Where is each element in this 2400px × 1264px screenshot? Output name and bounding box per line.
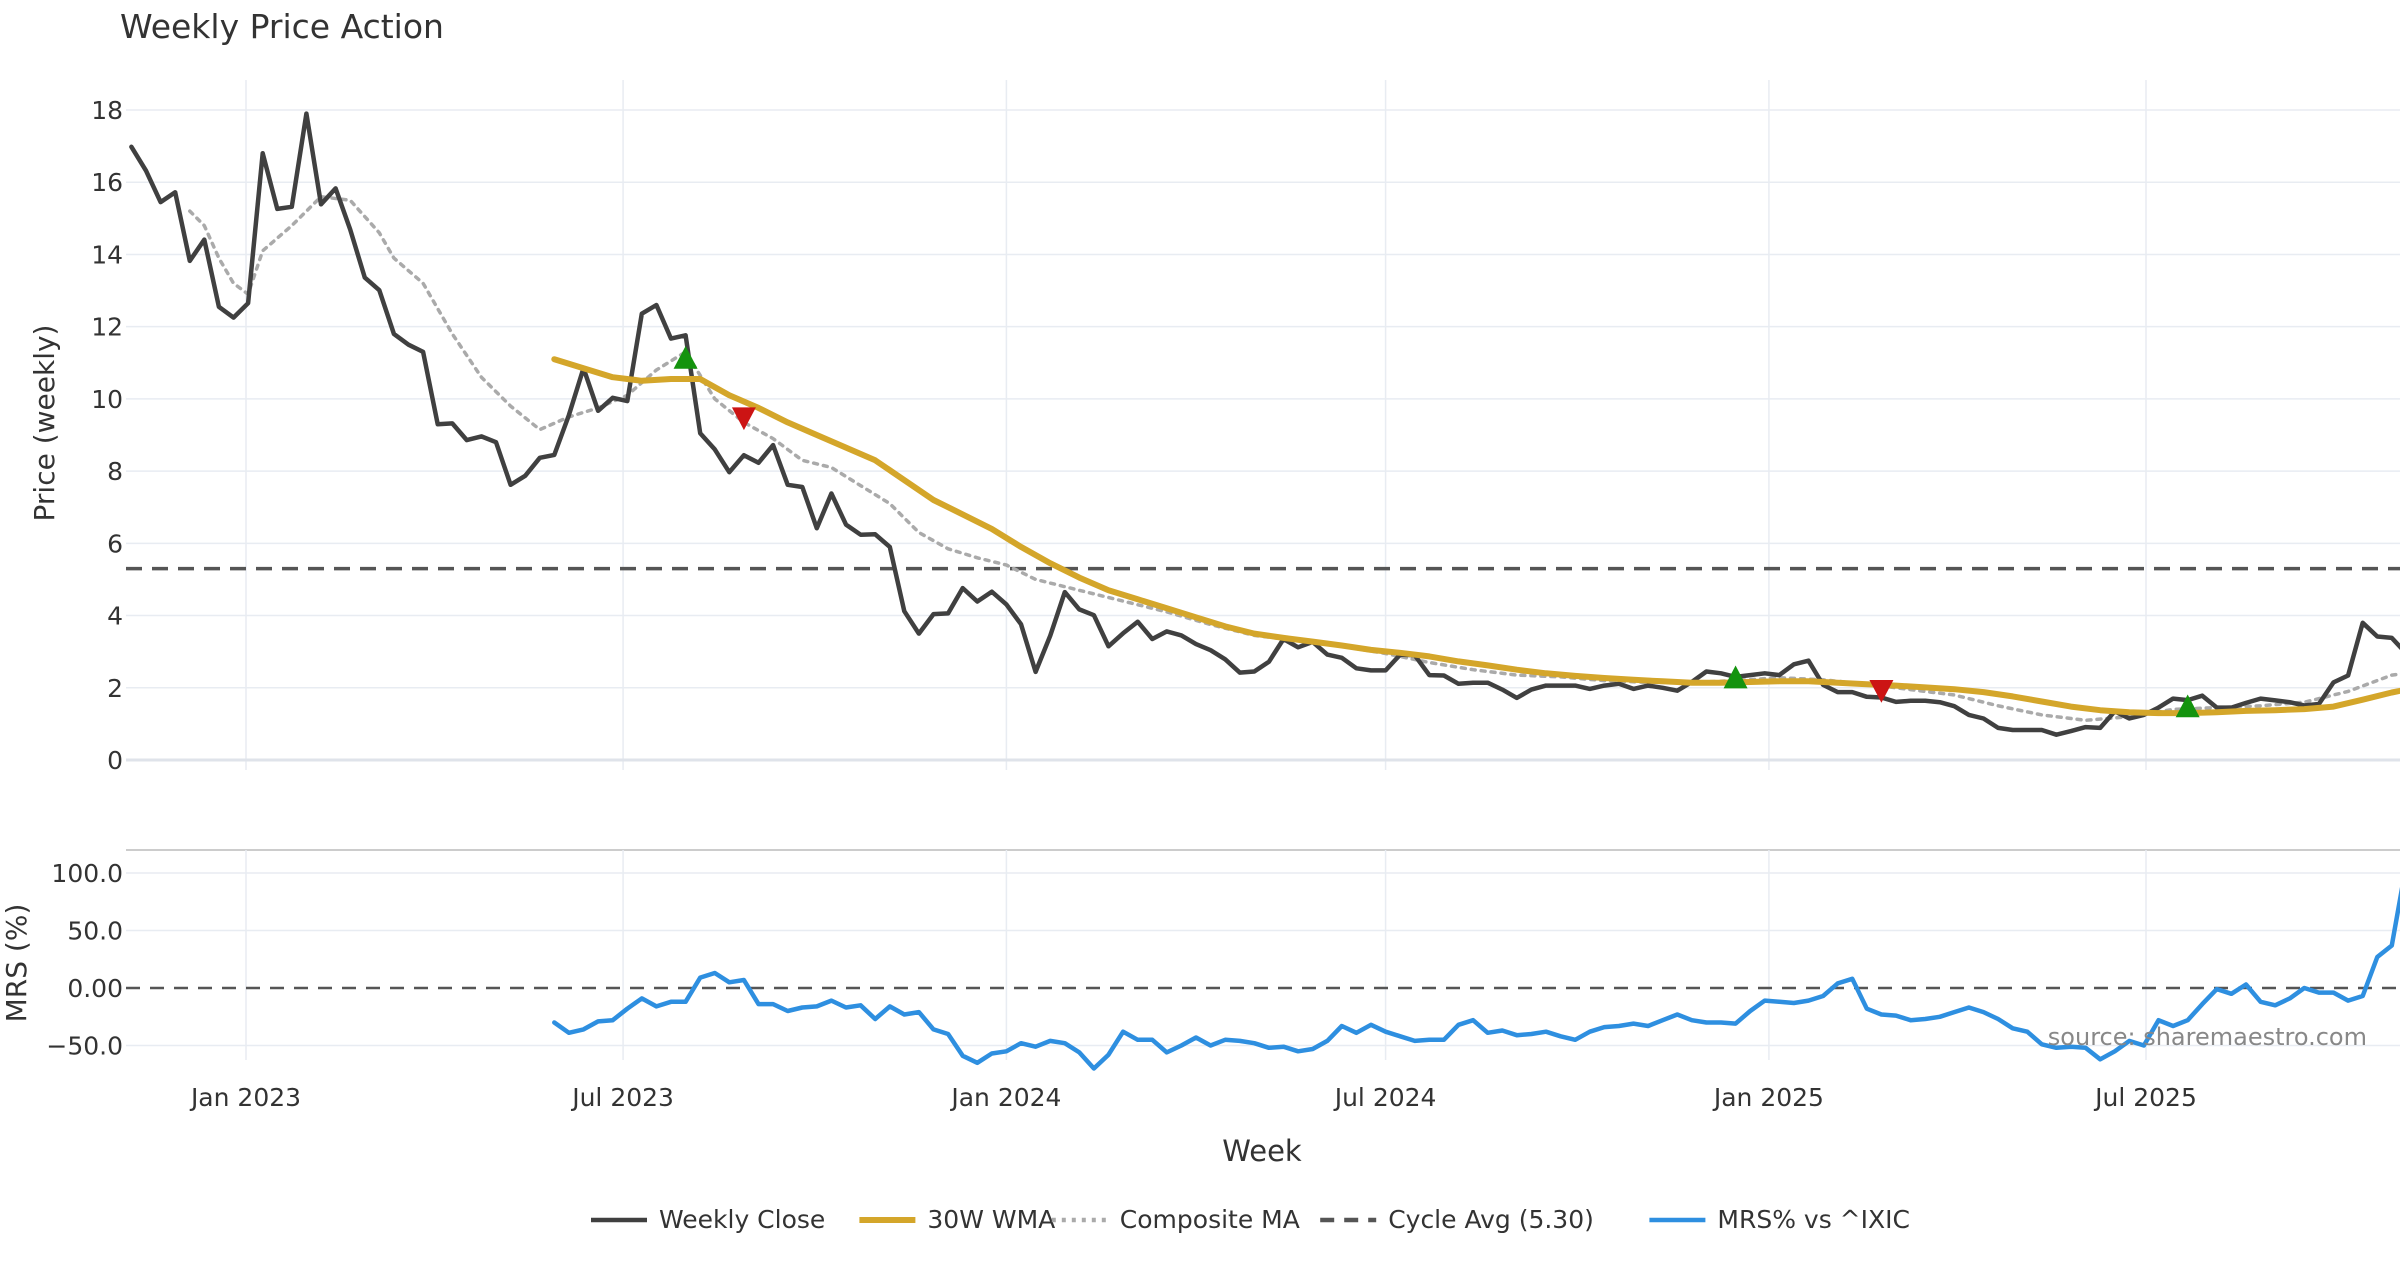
legend-label: Cycle Avg (5.30) bbox=[1388, 1205, 1594, 1234]
legend-label: Weekly Close bbox=[659, 1205, 825, 1234]
legend-item-wma: 30W WMA bbox=[859, 1205, 1055, 1234]
x-tick-label: Jul 2023 bbox=[570, 1083, 674, 1112]
price-y-tick-label: 0 bbox=[107, 746, 123, 775]
price-y-tick-label: 10 bbox=[91, 385, 123, 414]
mrs-series bbox=[126, 886, 2400, 1071]
price-y-tick-label: 8 bbox=[107, 457, 123, 486]
mrs-gridlines bbox=[126, 849, 2400, 1060]
x-tick-label: Jan 2023 bbox=[189, 1083, 301, 1112]
x-tick-label: Jul 2025 bbox=[2093, 1083, 2197, 1112]
x-tick-label: Jan 2025 bbox=[1712, 1083, 1824, 1112]
mrs-y-ticks: 100.0 50.0 0.00 −50.0 bbox=[46, 859, 123, 1061]
price-y-tick-label: 6 bbox=[107, 529, 123, 558]
buy-signal-marker bbox=[2175, 694, 2200, 718]
x-axis-label: Week bbox=[1222, 1134, 1302, 1168]
legend: Weekly Close 30W WMA Composite MA Cycle Avg… bbox=[591, 1205, 1910, 1234]
mrs-y-tick-label: 0.00 bbox=[67, 974, 123, 1003]
price-y-tick-label: 18 bbox=[91, 96, 123, 125]
price-y-tick-label: 12 bbox=[91, 313, 123, 342]
x-ticks: Jan 2023 Jul 2023 Jan 2024 Jul 2024 Jan 2025… bbox=[189, 1083, 2197, 1112]
price-series bbox=[126, 111, 2400, 737]
chart-title: Weekly Price Action bbox=[120, 7, 444, 46]
x-tick-label: Jul 2024 bbox=[1333, 1083, 1437, 1112]
legend-label: Composite MA bbox=[1120, 1205, 1300, 1234]
price-y-tick-label: 4 bbox=[107, 602, 123, 631]
mrs-line bbox=[552, 886, 2400, 1071]
sell-signal-marker bbox=[1869, 679, 1894, 703]
legend-label: MRS% vs ^IXIC bbox=[1717, 1205, 1910, 1234]
source-note: source: sharemaestro.com bbox=[2048, 1023, 2367, 1051]
legend-item-weekly-close: Weekly Close bbox=[591, 1205, 825, 1234]
mrs-y-tick-label: −50.0 bbox=[46, 1032, 123, 1061]
sell-signal-marker bbox=[731, 407, 756, 431]
weekly-close-line bbox=[129, 111, 2400, 737]
buy-signal-marker bbox=[673, 345, 698, 369]
buy-signal-marker bbox=[1723, 665, 1748, 689]
legend-item-cycle: Cycle Avg (5.30) bbox=[1320, 1205, 1594, 1234]
x-tick-label: Jan 2024 bbox=[949, 1083, 1061, 1112]
price-y-tick-label: 2 bbox=[107, 674, 123, 703]
legend-item-composite: Composite MA bbox=[1051, 1205, 1300, 1234]
legend-item-mrs: MRS% vs ^IXIC bbox=[1649, 1205, 1910, 1234]
price-y-ticks: 0 2 4 6 8 10 12 14 16 18 bbox=[91, 96, 123, 775]
price-y-tick-label: 16 bbox=[91, 168, 123, 197]
legend-label: 30W WMA bbox=[927, 1205, 1055, 1234]
price-y-axis-label: Price (weekly) bbox=[28, 325, 61, 522]
price-y-tick-label: 14 bbox=[91, 240, 123, 269]
mrs-y-axis-label: MRS (%) bbox=[0, 904, 33, 1023]
mrs-y-tick-label: 100.0 bbox=[51, 859, 123, 888]
composite-ma-line bbox=[188, 194, 2400, 723]
wma-30w-line bbox=[551, 356, 2400, 717]
mrs-y-tick-label: 50.0 bbox=[67, 917, 123, 946]
signal-markers bbox=[673, 345, 2200, 718]
